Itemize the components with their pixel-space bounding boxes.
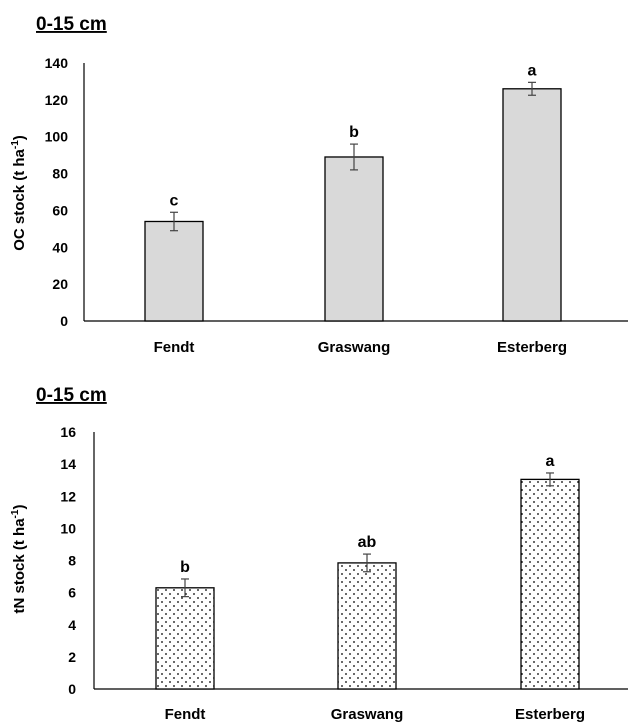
chart-2-y-axis-label-main: tN stock (t ha [11,518,28,614]
chart-1-x-tick-label: Fendt [154,339,195,356]
chart-2-significance-letter: a [546,453,555,470]
chart-1-significance-letter: a [528,62,537,79]
chart-1-y-axis-label-main: OC stock (t ha [11,148,28,250]
chart-1-significance-letter: c [170,192,179,209]
chart-2-title: 0-15 cm [36,385,107,406]
chart-1-title: 0-15 cm [36,14,107,35]
chart-2-bar-graswang [337,562,397,690]
chart-1-y-axis-label-end: ) [11,135,28,140]
chart-1-bar-fendt [144,220,204,322]
chart-2-y-axis-label: tN stock (t ha-1) [10,505,28,614]
chart-1-y-tick-label: 0 [60,313,68,329]
chart-1-y-tick-label: 40 [52,239,68,255]
chart-2-y-tick-label: 10 [60,520,76,536]
chart-1-y-tick-label: 60 [52,202,68,218]
chart-2-y-tick-label: 12 [60,488,76,504]
chart-1-y-tick-label: 120 [45,92,69,108]
chart-2-bar-fendt [155,587,215,690]
chart-1-y-tick-label: 20 [52,276,68,292]
chart-2-y-tick-label: 8 [68,553,76,569]
chart-2-y-tick-label: 6 [68,585,76,601]
chart-1-y-tick-label: 100 [45,129,69,145]
chart-1-y-tick-label: 80 [52,166,68,182]
oc-stock-chart: 0-15 cm OC stock (t ha-1) 0 20 40 60 80 100 12… [10,14,628,356]
chart-1-x-tick-label: Graswang [318,339,391,356]
chart-2-x-tick-label: Graswang [331,706,404,722]
chart-2-y-tick-label: 2 [68,649,76,665]
chart-2-y-tick-label: 4 [68,617,76,633]
chart-2-significance-letter: b [180,559,190,576]
chart-1-bar-esterberg [502,88,562,322]
chart-2-bar-esterberg [520,478,580,690]
chart-1-y-axis-label: OC stock (t ha-1) [10,135,28,251]
chart-2-y-axis-label-sup: -1 [10,509,21,518]
chart-2-y-axis-label-end: ) [11,505,28,510]
chart-1-x-tick-label: Esterberg [497,339,567,356]
chart-2-y-tick-label: 14 [60,456,76,472]
chart-2-y-tick-label: 16 [60,424,76,440]
chart-2-x-tick-label: Fendt [165,706,206,722]
chart-2-y-tick-label: 0 [68,681,76,697]
chart-1-y-axis-label-sup: -1 [10,140,21,149]
chart-2-significance-letter: ab [358,534,377,551]
chart-2-x-tick-label: Esterberg [515,706,585,722]
chart-1-bar-graswang [324,156,384,322]
chart-1-y-tick-label: 140 [45,55,69,71]
chart-1-significance-letter: b [349,124,359,141]
tn-stock-chart: 0-15 cm tN stock (t ha-1) 0246810121416 … [10,385,628,722]
